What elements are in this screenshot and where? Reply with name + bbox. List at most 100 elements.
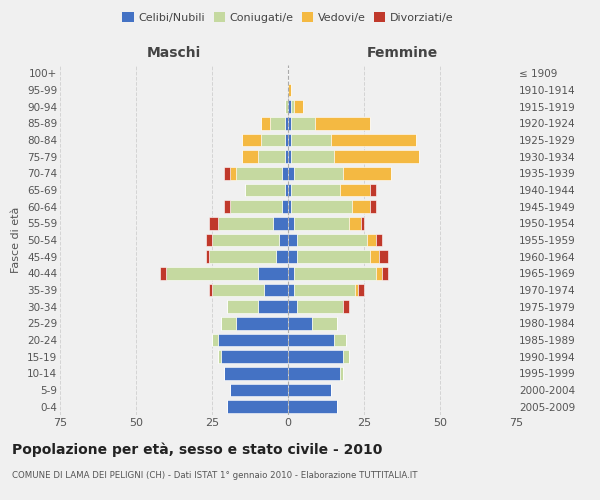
- Text: Femmine: Femmine: [367, 46, 437, 60]
- Bar: [285, 117, 288, 130]
- Bar: [376, 267, 382, 280]
- Bar: [285, 134, 288, 146]
- Bar: [288, 284, 294, 296]
- Bar: [288, 134, 291, 146]
- Bar: [288, 384, 331, 396]
- Bar: [288, 250, 297, 263]
- Bar: [257, 267, 288, 280]
- Bar: [270, 117, 285, 130]
- Bar: [212, 234, 279, 246]
- Bar: [288, 234, 297, 246]
- Bar: [209, 250, 276, 263]
- Bar: [297, 234, 367, 246]
- Bar: [376, 234, 382, 246]
- Bar: [291, 184, 340, 196]
- Bar: [230, 200, 282, 213]
- Bar: [224, 200, 230, 213]
- Bar: [224, 367, 288, 380]
- Bar: [291, 200, 352, 213]
- Bar: [245, 184, 285, 196]
- Bar: [294, 100, 303, 113]
- Bar: [291, 100, 294, 113]
- Bar: [166, 267, 257, 280]
- Bar: [257, 300, 288, 313]
- Bar: [218, 350, 221, 363]
- Bar: [282, 167, 288, 179]
- Legend: Celibi/Nubili, Coniugati/e, Vedovi/e, Divorziati/e: Celibi/Nubili, Coniugati/e, Vedovi/e, Di…: [118, 8, 458, 28]
- Bar: [227, 300, 257, 313]
- Bar: [297, 250, 370, 263]
- Bar: [236, 317, 288, 330]
- Bar: [367, 234, 376, 246]
- Bar: [379, 250, 388, 263]
- Bar: [242, 134, 260, 146]
- Bar: [221, 350, 288, 363]
- Bar: [236, 167, 282, 179]
- Bar: [291, 117, 316, 130]
- Bar: [288, 200, 291, 213]
- Bar: [206, 250, 209, 263]
- Bar: [291, 134, 331, 146]
- Bar: [209, 217, 218, 230]
- Bar: [227, 400, 288, 413]
- Bar: [263, 284, 288, 296]
- Bar: [343, 350, 349, 363]
- Bar: [230, 384, 288, 396]
- Bar: [260, 134, 285, 146]
- Bar: [355, 284, 358, 296]
- Bar: [288, 334, 334, 346]
- Bar: [276, 250, 288, 263]
- Bar: [340, 367, 343, 380]
- Bar: [370, 184, 376, 196]
- Bar: [370, 200, 376, 213]
- Bar: [288, 267, 294, 280]
- Bar: [273, 217, 288, 230]
- Bar: [288, 117, 291, 130]
- Bar: [334, 334, 346, 346]
- Bar: [294, 267, 376, 280]
- Text: Popolazione per età, sesso e stato civile - 2010: Popolazione per età, sesso e stato civil…: [12, 442, 382, 457]
- Bar: [212, 334, 218, 346]
- Bar: [343, 300, 349, 313]
- Bar: [340, 184, 370, 196]
- Bar: [242, 150, 257, 163]
- Bar: [206, 234, 212, 246]
- Bar: [288, 300, 297, 313]
- Bar: [279, 234, 288, 246]
- Bar: [288, 167, 294, 179]
- Bar: [285, 100, 288, 113]
- Bar: [288, 84, 291, 96]
- Bar: [288, 317, 313, 330]
- Bar: [285, 184, 288, 196]
- Bar: [288, 217, 294, 230]
- Bar: [370, 250, 379, 263]
- Bar: [294, 284, 355, 296]
- Bar: [334, 150, 419, 163]
- Bar: [297, 300, 343, 313]
- Bar: [224, 167, 230, 179]
- Bar: [218, 217, 273, 230]
- Bar: [288, 400, 337, 413]
- Bar: [257, 150, 285, 163]
- Bar: [331, 134, 416, 146]
- Bar: [288, 184, 291, 196]
- Bar: [294, 217, 349, 230]
- Bar: [291, 150, 334, 163]
- Bar: [260, 117, 270, 130]
- Bar: [288, 100, 291, 113]
- Bar: [294, 167, 343, 179]
- Text: Maschi: Maschi: [147, 46, 201, 60]
- Bar: [212, 284, 263, 296]
- Bar: [282, 200, 288, 213]
- Bar: [288, 367, 340, 380]
- Bar: [349, 217, 361, 230]
- Bar: [358, 284, 364, 296]
- Text: COMUNE DI LAMA DEI PELIGNI (CH) - Dati ISTAT 1° gennaio 2010 - Elaborazione TUTT: COMUNE DI LAMA DEI PELIGNI (CH) - Dati I…: [12, 471, 418, 480]
- Bar: [352, 200, 370, 213]
- Bar: [313, 317, 337, 330]
- Bar: [316, 117, 370, 130]
- Bar: [288, 150, 291, 163]
- Bar: [343, 167, 391, 179]
- Bar: [218, 334, 288, 346]
- Bar: [288, 350, 343, 363]
